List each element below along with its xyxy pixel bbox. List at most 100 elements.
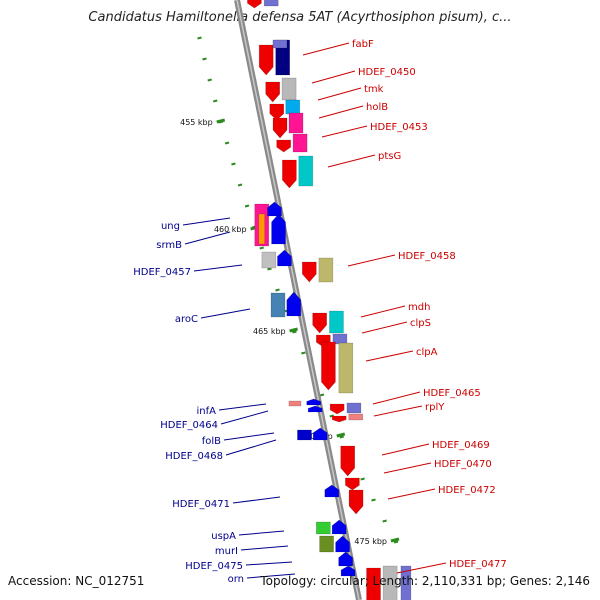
leader-line [225, 439, 277, 456]
gene-label-right: clpA [416, 347, 438, 358]
leader-line [182, 217, 231, 226]
accession-text: Accession: NC_012751 [8, 574, 145, 588]
gene-label-right: HDEF_0465 [423, 388, 481, 399]
leader-line [317, 87, 362, 101]
gene-arrow [335, 535, 350, 553]
leader-line [381, 443, 430, 456]
ruler-dash [360, 477, 365, 481]
ruler-dash [382, 519, 387, 523]
gene-label-right: fabF [352, 39, 374, 50]
ruler-dash [275, 288, 280, 292]
leader-line [232, 496, 281, 504]
gene-label-right: HDEF_0470 [434, 459, 492, 470]
gene-label-right: rplY [425, 402, 445, 413]
ruler-dash [267, 267, 272, 271]
ruler-tick-label: 455 kbp [180, 118, 213, 127]
leader-line [327, 154, 376, 168]
ruler-dash [371, 498, 376, 502]
gene-arrow [312, 312, 327, 334]
gene-label-right: HDEF_0458 [398, 251, 456, 262]
gene-feature [348, 413, 364, 421]
gene-label-right: HDEF_0450 [358, 67, 416, 78]
gene-label-right: tmk [364, 84, 384, 95]
gene-arrow [348, 489, 364, 515]
ruler-dash [224, 141, 230, 145]
ruler-dash [339, 435, 344, 439]
gene-arrow [321, 341, 336, 391]
ruler-major-tick [289, 327, 298, 333]
gene-label-left: orn [228, 574, 244, 585]
leader-line [372, 391, 421, 405]
gene-arrow [345, 477, 360, 491]
ruler-tick-label: 465 kbp [253, 327, 286, 336]
gene-arrow [247, 0, 262, 9]
gene-arrow [258, 44, 274, 76]
gene-feature [382, 565, 398, 600]
leader-line [302, 42, 350, 56]
gene-feature [400, 565, 412, 600]
gene-arrow [312, 427, 328, 441]
leader-line [360, 305, 406, 318]
leader-line [373, 405, 423, 417]
gene-arrow [276, 139, 291, 153]
gene-label-right: HDEF_0477 [449, 559, 507, 570]
ruler-dash [329, 414, 334, 418]
gene-label-right: mdh [408, 302, 430, 313]
leader-line [347, 254, 396, 267]
leader-line [245, 561, 293, 566]
gene-label-left: HDEF_0468 [165, 451, 223, 462]
gene-features [247, 0, 412, 600]
gene-arrow [331, 415, 347, 423]
leader-line [365, 350, 414, 362]
leader-line [311, 70, 356, 84]
gene-feature [329, 310, 344, 334]
gene-arrow [306, 398, 322, 406]
gene-label-left: HDEF_0475 [185, 561, 243, 572]
gene-label-left: ung [161, 221, 180, 232]
gene-arrow [340, 565, 356, 577]
gene-arrow [277, 249, 292, 267]
gene-arrow [272, 117, 288, 139]
gene-feature [261, 251, 277, 269]
ruler-dash [207, 78, 212, 82]
gene-label-left: HDEF_0464 [160, 420, 218, 431]
gene-feature [270, 292, 286, 318]
gene-label-left: infA [197, 406, 217, 417]
ruler-dash [231, 162, 236, 166]
gene-feature [258, 213, 266, 245]
ruler-major-tick [216, 118, 226, 124]
gene-arrow [324, 484, 340, 498]
ruler-dash [202, 57, 207, 61]
gene-label-left: HDEF_0471 [172, 499, 230, 510]
ruler-dash [212, 99, 218, 103]
leader-line [240, 545, 289, 551]
gene-arrow [286, 291, 302, 317]
leader-line [220, 410, 269, 425]
gene-label-right: ptsG [378, 151, 401, 162]
gene-arrow [331, 519, 347, 535]
ruler-dash [319, 393, 325, 397]
gene-arrow [301, 261, 317, 283]
leader-line [200, 308, 251, 319]
topology-summary: Topology: circular; Length: 2,110,331 bp… [260, 574, 590, 588]
ruler-dash [237, 183, 243, 187]
gene-arrow [307, 405, 323, 413]
ruler-dash [393, 540, 399, 544]
leader-line [218, 403, 267, 411]
gene-feature [292, 133, 308, 153]
gene-arrow [269, 103, 285, 121]
leader-line [184, 231, 231, 245]
leader-line [238, 530, 285, 536]
gene-feature [272, 39, 288, 49]
gene-feature [281, 77, 297, 101]
gene-arrow [340, 445, 356, 477]
map-title: Candidatus Hamiltonella defensa 5AT (Acy… [88, 10, 512, 25]
gene-feature [316, 521, 331, 535]
ruler-dash [292, 330, 297, 334]
gene-feature [297, 429, 312, 441]
gene-feature [298, 155, 314, 187]
gene-feature [318, 257, 334, 283]
leader-line [318, 105, 364, 119]
